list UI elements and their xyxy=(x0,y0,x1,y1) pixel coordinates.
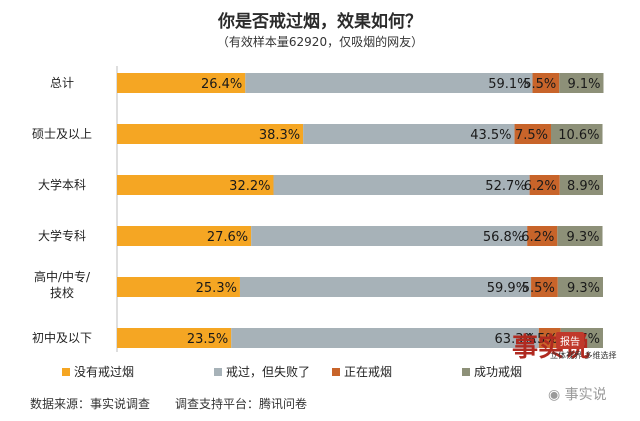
category-label: 大学本科 xyxy=(38,177,86,192)
legend-label: 戒过，但失败了 xyxy=(226,364,310,379)
bar-segment xyxy=(538,328,561,348)
data-label: 59.1% xyxy=(488,77,529,92)
legend-label: 成功戒烟 xyxy=(474,365,522,379)
data-label: 63.3% xyxy=(495,332,536,347)
data-label: 32.2% xyxy=(229,179,270,194)
bar-segment xyxy=(231,328,539,348)
legend-swatch xyxy=(332,368,340,376)
data-label: 52.7% xyxy=(485,179,526,194)
category-label: 总计 xyxy=(50,76,74,90)
bar-segment xyxy=(117,124,304,144)
category-label: 硕士及以上 xyxy=(32,127,92,141)
data-label: 56.8% xyxy=(483,230,524,245)
bar-segment xyxy=(531,277,558,297)
bar-segment xyxy=(557,226,603,246)
bar-segment xyxy=(303,124,515,144)
legend-label: 没有戒过烟 xyxy=(74,364,134,379)
bar-segment xyxy=(117,328,232,348)
bar-segment xyxy=(527,226,558,246)
legend-swatch xyxy=(462,368,470,376)
data-label: 9.3% xyxy=(566,230,599,245)
data-label: 8.9% xyxy=(567,179,600,194)
chart-subtitle: （有效样本量62920，仅吸烟的网友） xyxy=(216,35,424,49)
wechat-watermark: ◉ 事实说 xyxy=(548,384,607,404)
data-label: 7.5% xyxy=(515,128,548,143)
category-label: 高中/中专/技校 xyxy=(34,269,91,300)
bar-segment xyxy=(559,175,603,195)
brand-logo: 事实说 报告 立体视界 多维选择 xyxy=(512,330,617,392)
data-label: 27.6% xyxy=(207,230,248,245)
bar-segment xyxy=(117,175,274,195)
bar-segment xyxy=(239,277,532,297)
data-label: 6.2% xyxy=(521,230,554,245)
category-label: 大学专科 xyxy=(38,228,86,243)
bar-segment xyxy=(273,175,530,195)
watermark-text: 事实说 xyxy=(564,387,607,403)
legend-label: 正在戒烟 xyxy=(344,365,392,379)
wechat-icon: ◉ xyxy=(548,387,565,403)
data-label: 38.3% xyxy=(259,128,300,143)
data-label: 23.5% xyxy=(187,332,228,347)
data-label: 10.6% xyxy=(558,128,599,143)
bar-segment xyxy=(532,73,560,93)
legend-swatch xyxy=(214,368,222,376)
category-label: 初中及以下 xyxy=(32,330,92,345)
data-label: 5.5% xyxy=(523,77,556,92)
legend-swatch xyxy=(62,368,70,376)
bar-segment xyxy=(557,277,603,297)
data-label: 9.1% xyxy=(567,77,600,92)
bar-segment xyxy=(251,226,528,246)
data-label: 26.4% xyxy=(201,77,242,92)
bar-segment xyxy=(550,124,603,144)
data-label: 9.3% xyxy=(567,281,600,296)
bar-segment xyxy=(117,73,246,93)
chart-title: 你是否戒过烟，效果如何？ xyxy=(218,12,422,32)
category-label-line: 高中/中专/ xyxy=(34,269,91,284)
bar-segment xyxy=(117,226,252,246)
data-label: 43.5% xyxy=(470,128,511,143)
logo-badge: 报告 xyxy=(556,332,584,349)
data-label: 6.2% xyxy=(524,179,557,194)
survey-platform-note: 调查支持平台：腾讯问卷 xyxy=(175,397,308,411)
data-label: 4.5% xyxy=(525,332,558,347)
logo-slogan: 立体视界 多维选择 xyxy=(550,351,617,360)
data-source-note: 数据来源：事实说调查 xyxy=(30,397,151,411)
data-label: 59.9% xyxy=(487,281,528,296)
bar-segment xyxy=(117,277,240,297)
bar-segment xyxy=(529,175,560,195)
category-label-line: 技校 xyxy=(50,285,74,300)
bar-segment xyxy=(559,73,604,93)
data-label: 5.5% xyxy=(522,281,555,296)
bar-segment xyxy=(514,124,551,144)
bar-segment xyxy=(245,73,533,93)
data-label: 25.3% xyxy=(196,281,237,296)
